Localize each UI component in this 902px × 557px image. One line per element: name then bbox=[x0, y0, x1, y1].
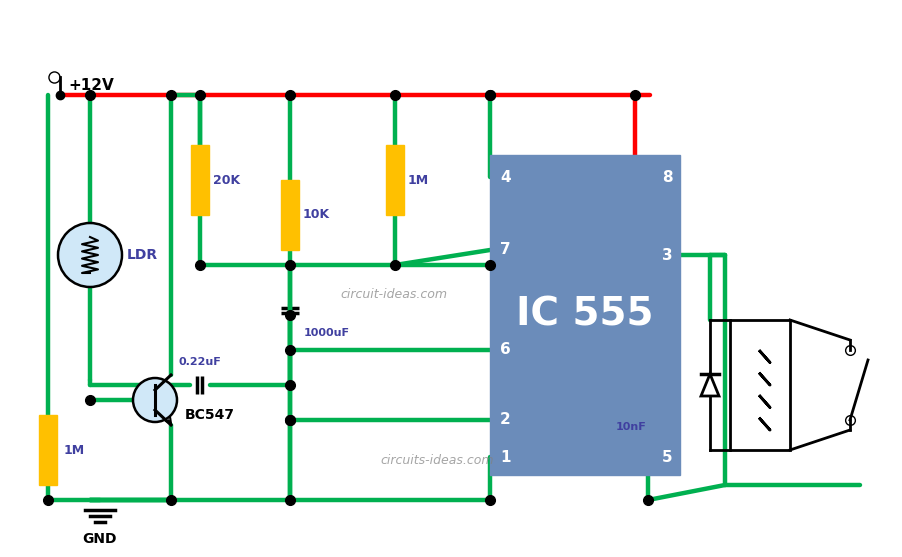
Circle shape bbox=[58, 223, 122, 287]
Text: 10K: 10K bbox=[303, 208, 330, 222]
Bar bbox=[39, 415, 57, 485]
Bar bbox=[385, 145, 403, 215]
Text: 1000uF: 1000uF bbox=[304, 328, 350, 338]
FancyBboxPatch shape bbox=[490, 155, 679, 475]
Circle shape bbox=[133, 378, 177, 422]
Text: circuits-ideas.com: circuits-ideas.com bbox=[380, 453, 493, 467]
Text: IC 555: IC 555 bbox=[516, 296, 653, 334]
Text: +12V: +12V bbox=[68, 77, 114, 92]
Text: 0.22uF: 0.22uF bbox=[179, 357, 221, 367]
Text: GND: GND bbox=[83, 532, 117, 546]
Text: 7: 7 bbox=[500, 242, 510, 257]
Text: 4: 4 bbox=[500, 169, 510, 184]
Text: 20K: 20K bbox=[213, 173, 240, 187]
Text: 2: 2 bbox=[500, 413, 511, 428]
Text: 1M: 1M bbox=[408, 173, 428, 187]
Text: 5: 5 bbox=[661, 449, 672, 465]
Text: circuit-ideas.com: circuit-ideas.com bbox=[340, 289, 446, 301]
Text: LDR: LDR bbox=[127, 248, 158, 262]
Text: 3: 3 bbox=[661, 247, 672, 262]
Text: 1: 1 bbox=[500, 449, 510, 465]
Text: 6: 6 bbox=[500, 343, 511, 358]
Bar bbox=[191, 145, 208, 215]
Bar bbox=[281, 180, 299, 250]
Text: 8: 8 bbox=[661, 169, 672, 184]
Text: BC547: BC547 bbox=[185, 408, 235, 422]
Bar bbox=[729, 320, 789, 450]
Text: 1M: 1M bbox=[64, 443, 85, 457]
Text: 10nF: 10nF bbox=[615, 422, 646, 432]
